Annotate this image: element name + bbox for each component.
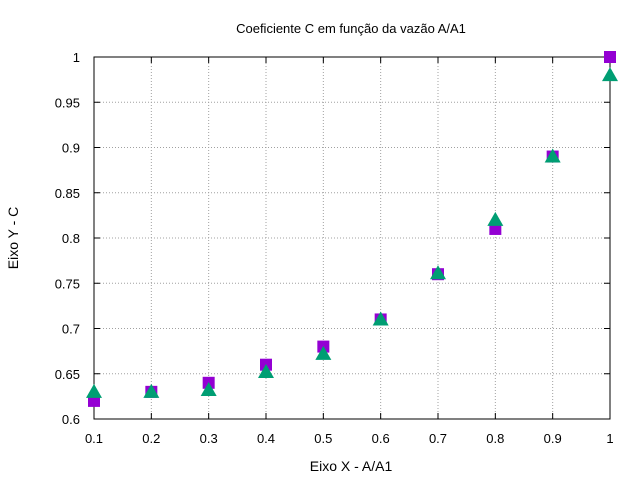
y-tick-label: 0.7 bbox=[62, 322, 80, 337]
x-tick-label: 0.5 bbox=[314, 431, 332, 446]
data-point-triangle bbox=[143, 383, 160, 398]
x-tick-label: 0.4 bbox=[257, 431, 275, 446]
x-tick-label: 0.7 bbox=[429, 431, 447, 446]
y-tick-label: 0.6 bbox=[62, 412, 80, 427]
data-point-triangle bbox=[487, 211, 504, 226]
y-tick-labels: 0.6 0.65 0.7 0.75 0.8 0.85 0.9 0.95 1 bbox=[55, 50, 80, 427]
data-point-square bbox=[88, 394, 100, 407]
y-tick-label: 0.95 bbox=[55, 95, 80, 110]
x-tick-label: 0.8 bbox=[486, 431, 504, 446]
y-tick-label: 0.65 bbox=[55, 367, 80, 382]
x-tick-label: 1 bbox=[606, 431, 613, 446]
data-point-triangle bbox=[200, 382, 217, 397]
data-point-triangle bbox=[372, 311, 389, 326]
y-tick-label: 0.8 bbox=[62, 231, 80, 246]
data-point-triangle bbox=[258, 363, 274, 378]
data-series bbox=[86, 51, 618, 407]
data-point-triangle bbox=[315, 345, 332, 360]
y-tick-label: 0.75 bbox=[55, 276, 80, 291]
data-point-square bbox=[489, 222, 502, 235]
data-point-square bbox=[604, 51, 616, 63]
axis-ticks bbox=[93, 56, 611, 420]
grid bbox=[93, 56, 611, 420]
y-tick-label: 0.85 bbox=[55, 186, 80, 201]
x-tick-label: 0.9 bbox=[544, 431, 562, 446]
x-tick-label: 0.3 bbox=[200, 431, 218, 446]
series-1 bbox=[88, 51, 616, 407]
x-tick-label: 0.1 bbox=[85, 431, 103, 446]
series-2 bbox=[86, 67, 618, 398]
x-axis-label: Eixo X - A/A1 bbox=[310, 458, 393, 474]
data-point-triangle bbox=[544, 148, 561, 163]
y-tick-label: 0.9 bbox=[62, 141, 80, 156]
y-tick-label: 1 bbox=[73, 50, 80, 65]
data-point-triangle bbox=[86, 383, 102, 398]
x-tick-labels: 0.1 0.2 0.3 0.4 0.5 0.6 0.7 0.8 0.9 1 bbox=[85, 431, 614, 446]
x-tick-label: 0.6 bbox=[372, 431, 390, 446]
chart-title: Coeficiente C em função da vazão A/A1 bbox=[236, 21, 466, 36]
data-point-triangle bbox=[602, 67, 618, 82]
data-point-triangle bbox=[430, 265, 446, 280]
x-tick-label: 0.2 bbox=[142, 431, 160, 446]
y-axis-label: Eixo Y - C bbox=[5, 207, 21, 270]
